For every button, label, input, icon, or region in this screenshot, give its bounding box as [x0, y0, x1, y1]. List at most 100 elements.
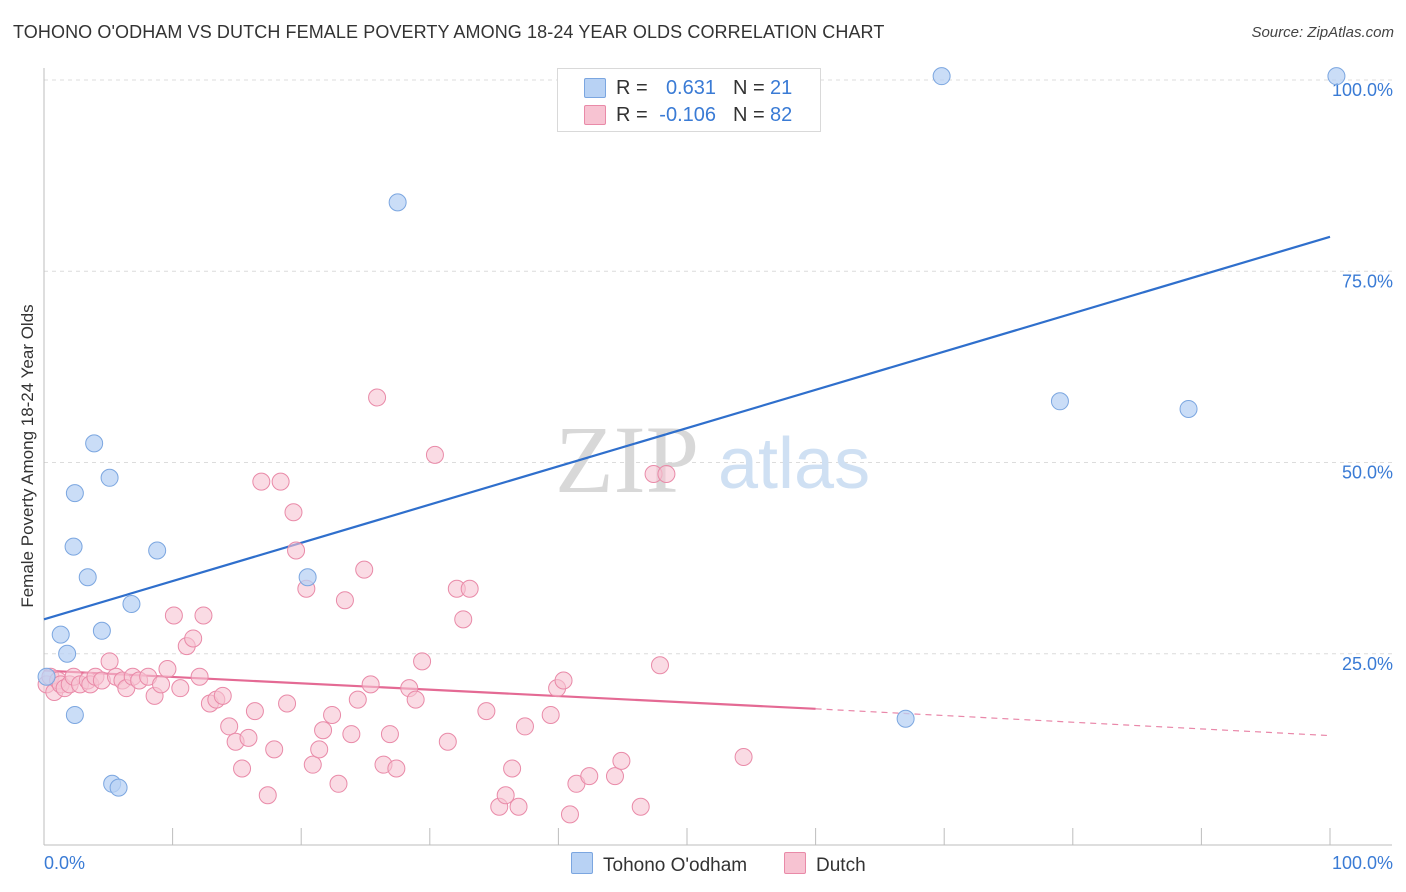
r-value: -0.106: [659, 104, 716, 126]
dutch-point[interactable]: [580, 767, 599, 786]
tohono-point[interactable]: [932, 67, 951, 86]
dutch-point[interactable]: [612, 751, 631, 770]
tohono-point[interactable]: [92, 621, 111, 640]
tohono-point[interactable]: [109, 778, 128, 797]
dutch-point[interactable]: [287, 541, 306, 560]
dutch-point[interactable]: [413, 652, 432, 671]
legend-item-dutch[interactable]: Dutch: [784, 852, 866, 877]
tohono-point[interactable]: [122, 595, 141, 614]
legend-item-tohono[interactable]: Tohono O'odham: [571, 852, 747, 877]
dutch-point[interactable]: [348, 690, 367, 709]
dutch-point[interactable]: [329, 774, 348, 793]
dutch-point[interactable]: [387, 759, 406, 778]
dutch-point[interactable]: [213, 686, 232, 705]
dutch-point[interactable]: [278, 694, 297, 713]
tohono-legend-swatch: [571, 852, 593, 874]
tick-labels: 25.0% 50.0% 75.0% 100.0% 0.0% 100.0%: [44, 80, 1393, 873]
tohono-point[interactable]: [1050, 392, 1069, 411]
tohono-point[interactable]: [51, 625, 70, 644]
dutch-point[interactable]: [454, 610, 473, 629]
dutch-point[interactable]: [171, 679, 190, 698]
dutch-point[interactable]: [509, 797, 528, 816]
tohono-point[interactable]: [1327, 67, 1346, 86]
dutch-point[interactable]: [425, 445, 444, 464]
dutch-point[interactable]: [541, 705, 560, 724]
stats-legend: R = 0.631 N = 21 R = -0.106 N = 82: [557, 68, 821, 132]
dutch-point[interactable]: [631, 797, 650, 816]
dutch-point[interactable]: [100, 652, 119, 671]
tohono-point[interactable]: [1179, 399, 1198, 418]
tohono-point[interactable]: [298, 568, 317, 587]
dutch-point[interactable]: [303, 755, 322, 774]
tohono-point[interactable]: [896, 709, 915, 728]
legend-row-tohono: R = 0.631 N = 21: [558, 75, 820, 101]
legend-row-dutch: R = -0.106 N = 82: [558, 102, 820, 128]
watermark: ZIP atlas: [555, 406, 870, 513]
dutch-point[interactable]: [368, 388, 387, 407]
dutch-point[interactable]: [342, 725, 361, 744]
dutch-point[interactable]: [152, 675, 171, 694]
dutch-point[interactable]: [190, 667, 209, 686]
r-label: R =: [616, 104, 648, 126]
r-label: R =: [616, 77, 648, 99]
tohono-point[interactable]: [388, 193, 407, 212]
y-tick-label: 25.0%: [1342, 654, 1393, 674]
dutch-point[interactable]: [605, 767, 624, 786]
dutch-point[interactable]: [233, 759, 252, 778]
dutch-point[interactable]: [560, 805, 579, 824]
dutch-point[interactable]: [503, 759, 522, 778]
dutch-point[interactable]: [335, 591, 354, 610]
dutch-point[interactable]: [406, 690, 425, 709]
dutch-point[interactable]: [496, 786, 515, 805]
legend-label-tohono: Tohono O'odham: [603, 855, 748, 876]
dutch-point[interactable]: [323, 705, 342, 724]
n-label: N =: [733, 104, 765, 126]
dutch-point[interactable]: [515, 717, 534, 736]
dutch-point[interactable]: [314, 721, 333, 740]
dutch-point[interactable]: [184, 629, 203, 648]
dutch-point[interactable]: [284, 503, 303, 522]
dutch-point[interactable]: [265, 740, 284, 759]
dutch-trend-line: [43, 669, 816, 710]
dutch-point[interactable]: [310, 740, 329, 759]
dutch-point[interactable]: [438, 732, 457, 751]
tohono-point[interactable]: [100, 468, 119, 487]
dutch-point[interactable]: [164, 606, 183, 625]
tohono-trend-line: [43, 235, 1331, 621]
y-tick-label: 100.0%: [1332, 80, 1393, 100]
dutch-point[interactable]: [554, 671, 573, 690]
dutch-point[interactable]: [220, 717, 239, 736]
dutch-trend-extension: [815, 708, 1331, 737]
tohono-point[interactable]: [65, 484, 84, 503]
dutch-point[interactable]: [734, 748, 753, 767]
y-axis-label: Female Poverty Among 18-24 Year Olds: [18, 304, 37, 608]
series-legend: Tohono O'odham Dutch: [0, 852, 1406, 878]
dutch-point[interactable]: [380, 725, 399, 744]
dutch-point[interactable]: [194, 606, 213, 625]
dutch-point[interactable]: [258, 786, 277, 805]
dutch-point[interactable]: [252, 472, 271, 491]
tohono-point[interactable]: [148, 541, 167, 560]
r-value: 0.631: [665, 77, 716, 99]
n-value: 82: [770, 104, 793, 126]
tohono-point[interactable]: [85, 434, 104, 453]
y-tick-label: 50.0%: [1342, 463, 1393, 483]
tohono-swatch: [584, 78, 606, 98]
dutch-point[interactable]: [650, 656, 669, 675]
dutch-point[interactable]: [460, 579, 479, 598]
dutch-point[interactable]: [271, 472, 290, 491]
tohono-point[interactable]: [65, 705, 84, 724]
tohono-point[interactable]: [78, 568, 97, 587]
dutch-point[interactable]: [239, 728, 258, 747]
dutch-point[interactable]: [477, 702, 496, 721]
dutch-point[interactable]: [355, 560, 374, 579]
dutch-point[interactable]: [245, 702, 264, 721]
tohono-point[interactable]: [64, 537, 83, 556]
dutch-point[interactable]: [657, 464, 676, 483]
dutch-point[interactable]: [361, 675, 380, 694]
tohono-point[interactable]: [37, 667, 56, 686]
axes: [43, 68, 1392, 846]
tohono-point[interactable]: [58, 644, 77, 663]
dutch-point[interactable]: [158, 660, 177, 679]
